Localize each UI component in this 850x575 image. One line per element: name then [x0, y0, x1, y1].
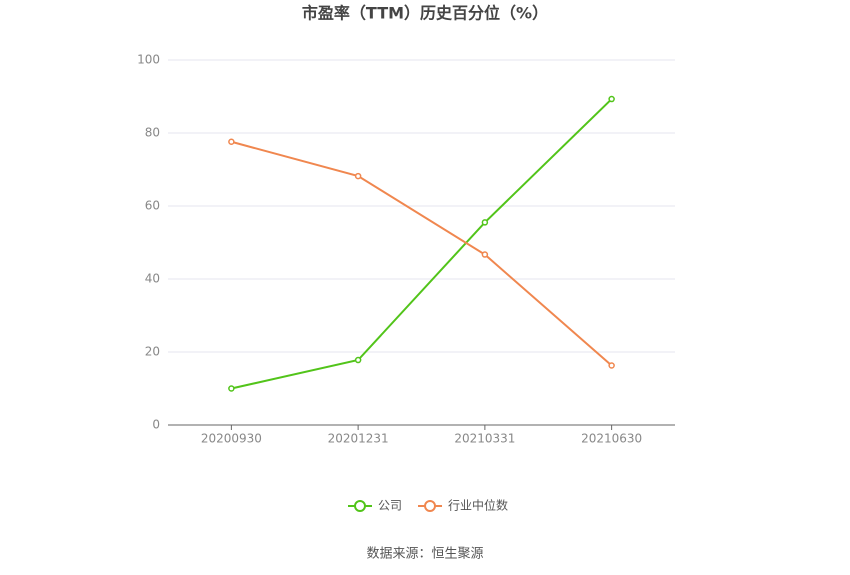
series-line [231, 140, 613, 367]
y-tick-label: 0 [152, 418, 160, 432]
point [481, 251, 489, 258]
y-tick-label: 40 [145, 272, 160, 286]
source-note: 数据来源：恒生聚源 [366, 547, 483, 562]
legend-label: 公司 [378, 499, 402, 513]
x-tick-label: 20210331 [454, 432, 515, 446]
y-tick-label: 20 [145, 345, 160, 359]
point [608, 362, 615, 369]
point [354, 172, 362, 180]
chart-title: 市盈率（TTM）历史百分位（%） [302, 4, 548, 23]
point [228, 385, 235, 392]
x-tick-label: 20210630 [581, 432, 642, 446]
legend-marker [424, 500, 437, 512]
point [608, 95, 615, 103]
point [481, 219, 489, 226]
legend-label: 行业中位数 [448, 498, 508, 513]
y-tick-label: 60 [145, 199, 160, 213]
x-tick-label: 20201231 [328, 432, 389, 446]
point [228, 138, 235, 146]
y-tick-label: 80 [145, 126, 160, 140]
x-tick-label: 20200930 [201, 432, 262, 446]
point [354, 356, 362, 364]
legend-marker [354, 500, 366, 512]
series-line [231, 98, 613, 390]
y-tick-label: 100 [137, 53, 160, 67]
